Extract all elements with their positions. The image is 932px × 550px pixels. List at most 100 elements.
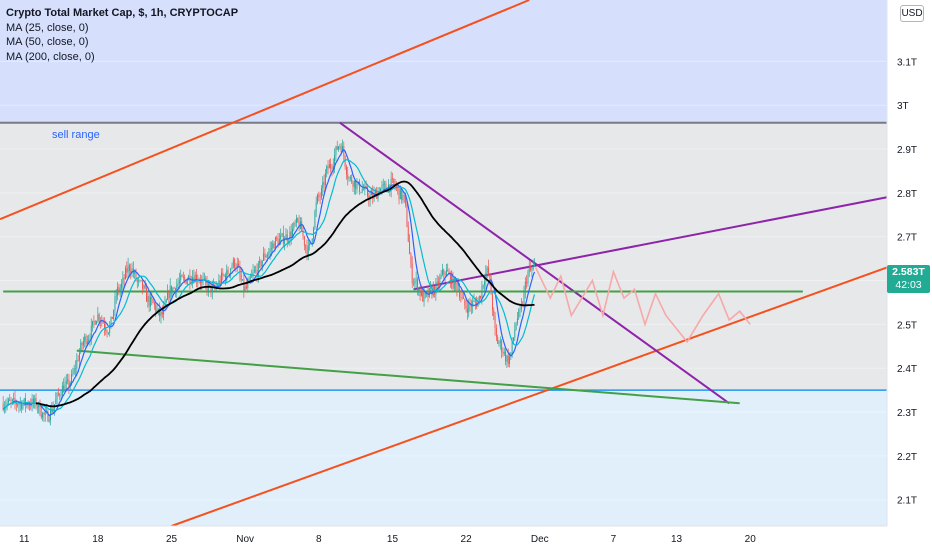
candle[interactable] bbox=[11, 399, 13, 402]
candle[interactable] bbox=[36, 406, 38, 408]
candle[interactable] bbox=[165, 299, 167, 303]
candle[interactable] bbox=[161, 311, 163, 315]
candle[interactable] bbox=[227, 269, 229, 274]
candle[interactable] bbox=[231, 266, 233, 269]
candle[interactable] bbox=[105, 328, 107, 332]
candle[interactable] bbox=[332, 165, 334, 170]
candle[interactable] bbox=[143, 285, 145, 289]
time-axis-bg[interactable] bbox=[0, 526, 932, 550]
candle[interactable] bbox=[292, 228, 293, 237]
candle[interactable] bbox=[488, 267, 489, 275]
candle[interactable] bbox=[532, 266, 534, 270]
candle[interactable] bbox=[343, 146, 345, 157]
candle[interactable] bbox=[222, 272, 224, 276]
candle[interactable] bbox=[82, 341, 84, 346]
candle[interactable] bbox=[505, 351, 507, 362]
candle[interactable] bbox=[323, 181, 325, 186]
candle[interactable] bbox=[150, 296, 151, 307]
candle[interactable] bbox=[209, 283, 211, 285]
candle[interactable] bbox=[311, 238, 313, 243]
candle[interactable] bbox=[260, 260, 262, 267]
candle[interactable] bbox=[285, 234, 287, 241]
candle[interactable] bbox=[406, 204, 408, 227]
zone-bottom-zone[interactable] bbox=[0, 390, 887, 526]
candle[interactable] bbox=[363, 188, 364, 190]
candle[interactable] bbox=[211, 285, 213, 293]
candle[interactable] bbox=[490, 277, 492, 295]
candle[interactable] bbox=[498, 342, 500, 344]
candle[interactable] bbox=[320, 188, 322, 198]
ma200-legend[interactable]: MA (200, close, 0) bbox=[6, 50, 95, 63]
candle[interactable] bbox=[139, 280, 141, 281]
candle[interactable] bbox=[174, 288, 176, 293]
candle[interactable] bbox=[155, 305, 157, 313]
candle[interactable] bbox=[261, 260, 263, 267]
candle[interactable] bbox=[186, 280, 188, 284]
candle[interactable] bbox=[118, 287, 120, 292]
candle[interactable] bbox=[255, 270, 257, 271]
candle[interactable] bbox=[511, 340, 513, 353]
candle[interactable] bbox=[64, 383, 66, 392]
candle[interactable] bbox=[334, 155, 336, 166]
candle[interactable] bbox=[481, 286, 483, 298]
zone-sell-range[interactable] bbox=[0, 122, 887, 391]
candle[interactable] bbox=[164, 302, 166, 308]
candle[interactable] bbox=[167, 291, 169, 300]
candle[interactable] bbox=[407, 226, 409, 242]
candle[interactable] bbox=[153, 303, 155, 306]
candle[interactable] bbox=[509, 356, 510, 364]
candle[interactable] bbox=[23, 398, 25, 404]
candle[interactable] bbox=[30, 405, 32, 407]
candle[interactable] bbox=[148, 296, 150, 307]
candle[interactable] bbox=[271, 248, 272, 249]
candle[interactable] bbox=[452, 274, 454, 289]
candle[interactable] bbox=[436, 281, 438, 284]
candle[interactable] bbox=[123, 277, 125, 280]
ma25-line[interactable] bbox=[2, 148, 536, 417]
candle[interactable] bbox=[173, 288, 175, 289]
candle[interactable] bbox=[415, 279, 417, 281]
candle[interactable] bbox=[76, 359, 78, 369]
candle[interactable] bbox=[188, 275, 190, 281]
candle[interactable] bbox=[232, 259, 234, 267]
candle[interactable] bbox=[506, 355, 508, 362]
candle[interactable] bbox=[125, 268, 126, 280]
candle[interactable] bbox=[361, 188, 363, 193]
candle[interactable] bbox=[268, 252, 270, 256]
candle[interactable] bbox=[523, 290, 525, 306]
candle[interactable] bbox=[197, 281, 199, 282]
candle[interactable] bbox=[146, 288, 147, 302]
candle[interactable] bbox=[501, 340, 503, 352]
candle[interactable] bbox=[516, 318, 518, 324]
candle[interactable] bbox=[430, 287, 432, 289]
candle[interactable] bbox=[152, 299, 154, 304]
candle[interactable] bbox=[230, 268, 232, 274]
candle[interactable] bbox=[478, 295, 480, 301]
candle[interactable] bbox=[307, 245, 309, 255]
candle[interactable] bbox=[114, 296, 116, 311]
candle[interactable] bbox=[47, 411, 49, 422]
candle[interactable] bbox=[444, 273, 446, 276]
candle[interactable] bbox=[239, 266, 241, 275]
candle[interactable] bbox=[380, 188, 382, 194]
candle[interactable] bbox=[360, 192, 362, 193]
candle[interactable] bbox=[273, 243, 275, 249]
candle[interactable] bbox=[484, 281, 485, 285]
candle[interactable] bbox=[127, 265, 129, 273]
candle[interactable] bbox=[17, 404, 19, 406]
candle[interactable] bbox=[459, 289, 461, 298]
candle[interactable] bbox=[13, 398, 15, 400]
candle[interactable] bbox=[526, 281, 528, 284]
candle[interactable] bbox=[244, 286, 246, 291]
candle[interactable] bbox=[224, 275, 226, 281]
candle[interactable] bbox=[449, 272, 451, 285]
candle[interactable] bbox=[480, 295, 482, 298]
candle[interactable] bbox=[272, 243, 274, 249]
candle[interactable] bbox=[365, 186, 367, 188]
candle[interactable] bbox=[489, 274, 491, 278]
candle[interactable] bbox=[315, 202, 317, 212]
candle[interactable] bbox=[210, 284, 212, 293]
candle[interactable] bbox=[281, 233, 283, 236]
candle[interactable] bbox=[428, 288, 430, 298]
